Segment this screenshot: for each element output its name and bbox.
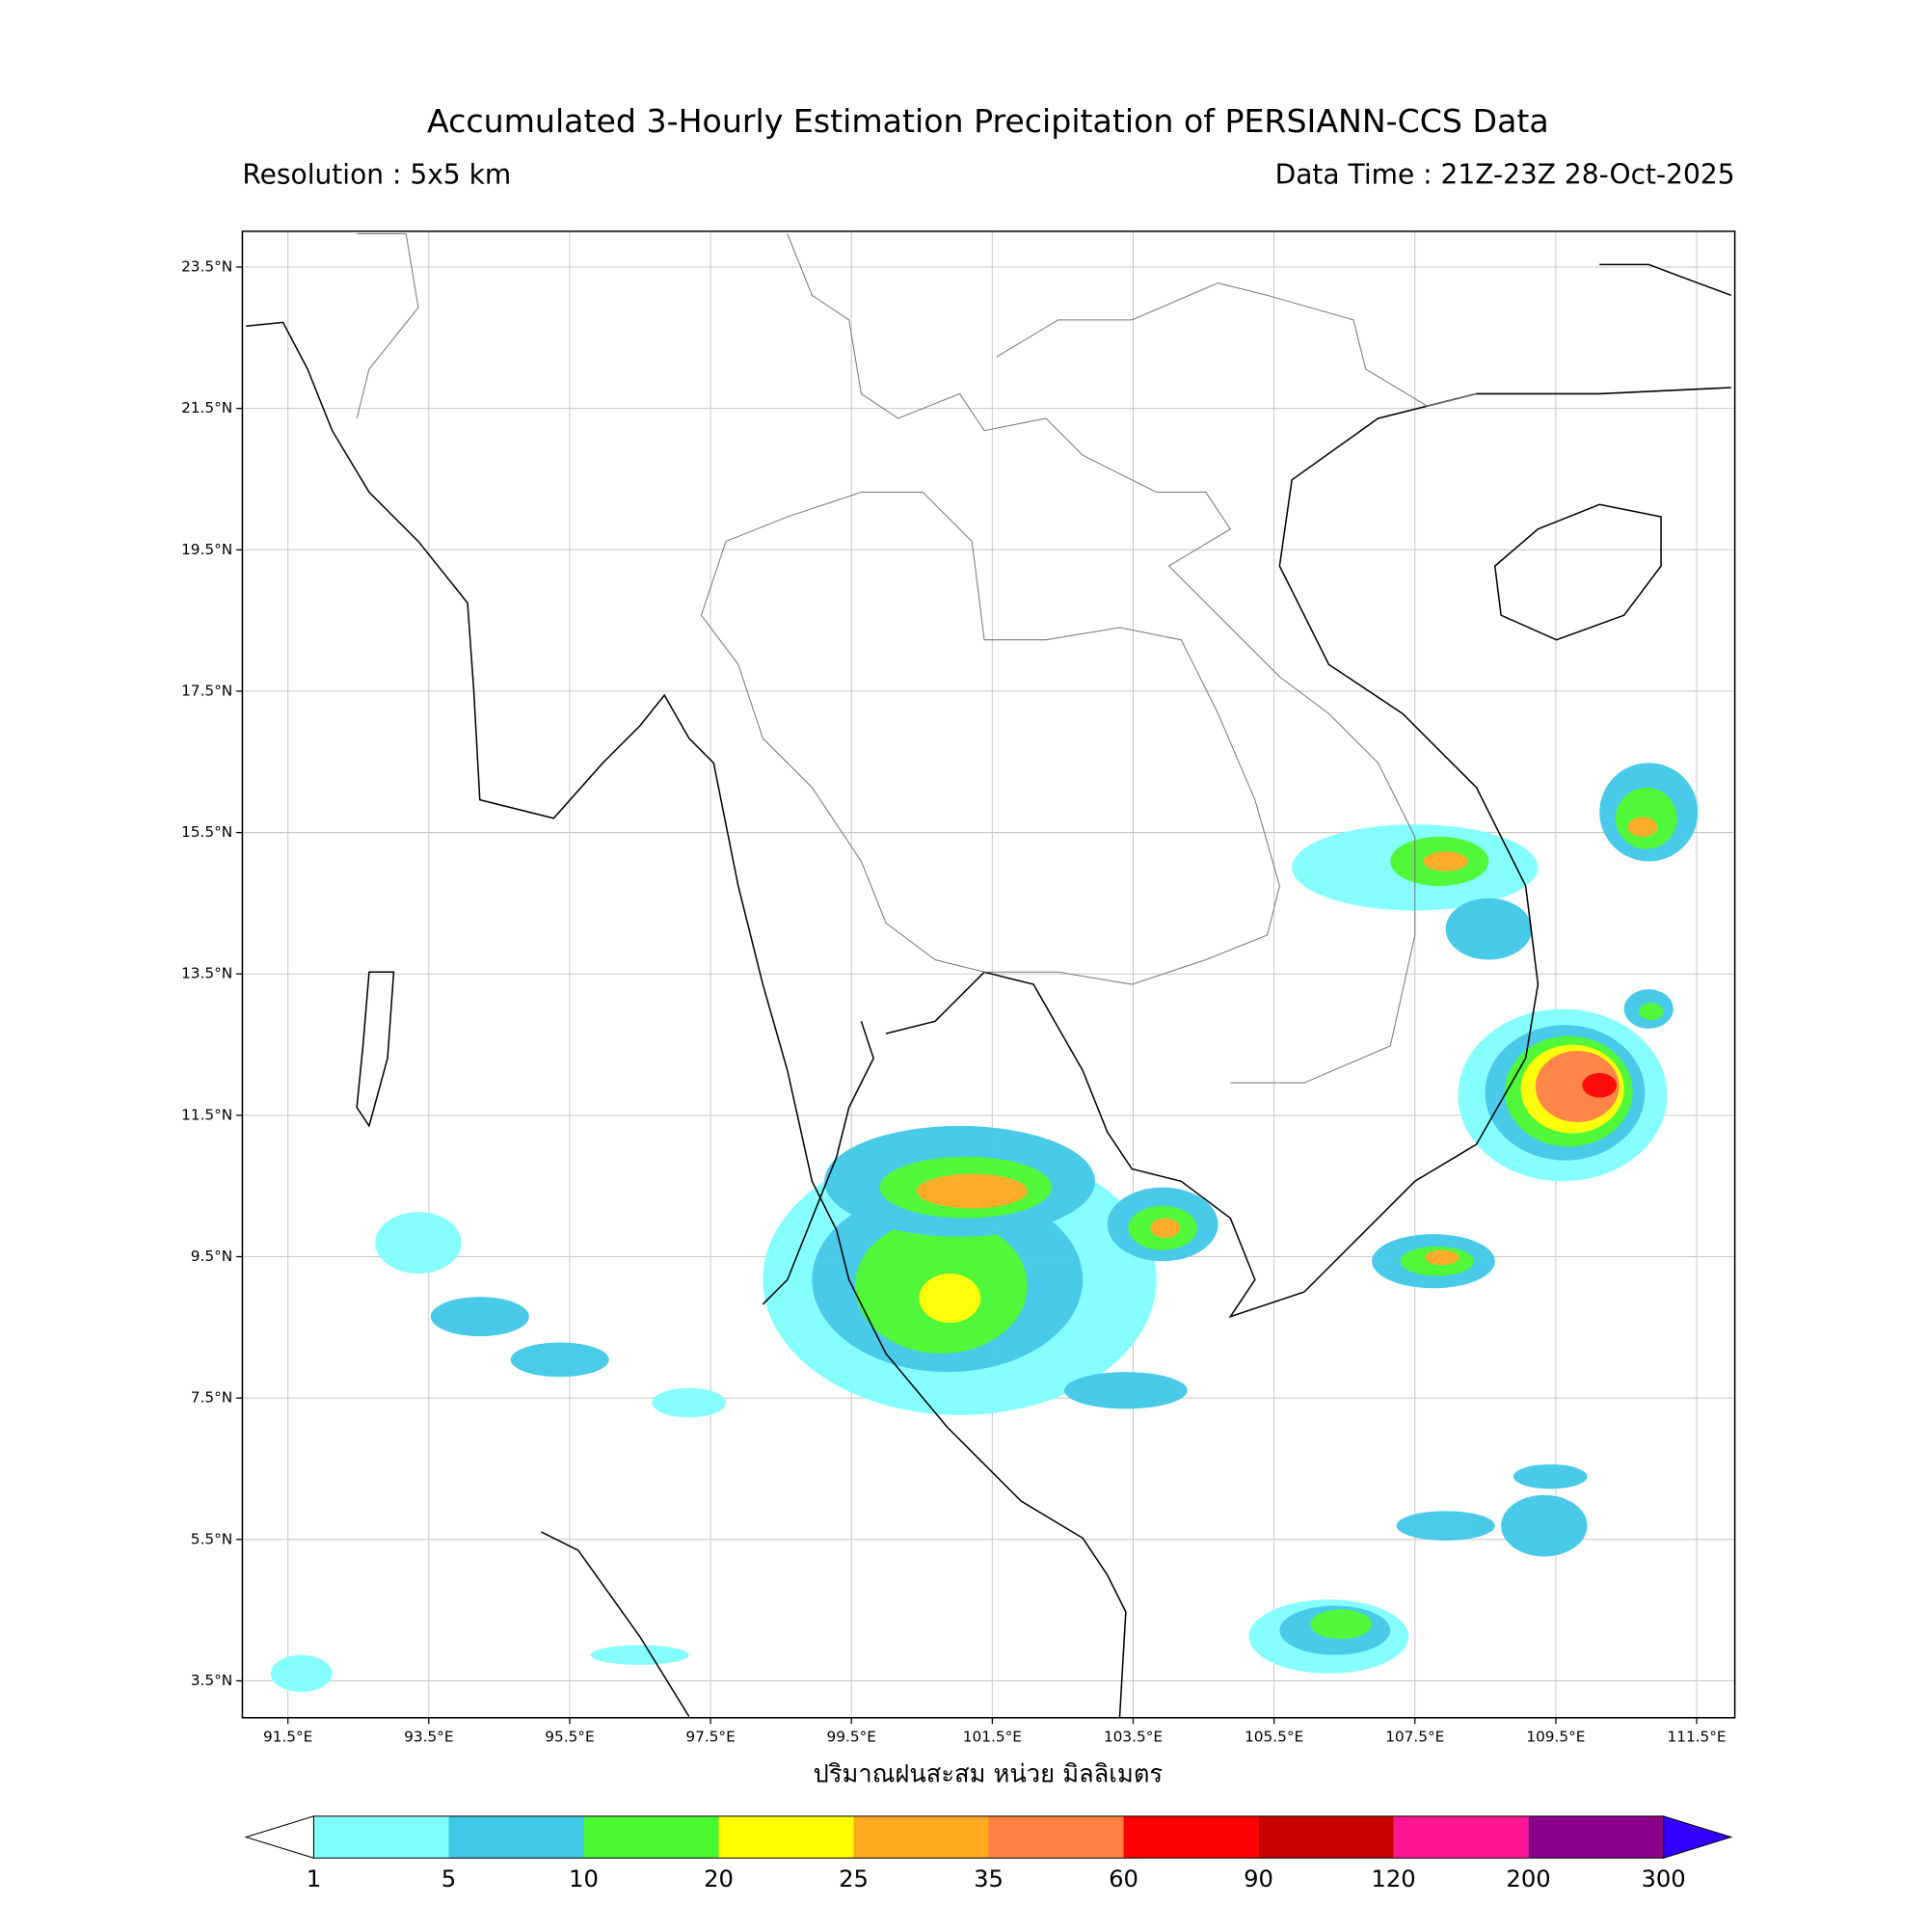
colorbar-label: 20 — [704, 1865, 734, 1892]
x-tick-label: 95.5°E — [545, 1729, 594, 1746]
colorbar-label: 1 — [307, 1865, 321, 1892]
x-tick-label: 93.5°E — [404, 1729, 453, 1746]
colorbar-frame — [312, 1815, 1665, 1859]
y-tick-label: 17.5°N — [181, 682, 232, 699]
colorbar-label: 200 — [1506, 1865, 1550, 1892]
x-tick-label: 97.5°E — [685, 1729, 735, 1746]
y-tick-label: 11.5°N — [181, 1106, 232, 1123]
colorbar-segment — [1123, 1815, 1259, 1859]
colorbar-label: 35 — [974, 1865, 1004, 1892]
x-tick-label: 101.5°E — [963, 1729, 1022, 1746]
x-tick-label: 103.5°E — [1104, 1729, 1163, 1746]
colorbar-under — [244, 1815, 314, 1859]
resolution: Resolution : 5x5 km — [242, 159, 511, 191]
colorbar-segment — [988, 1815, 1124, 1859]
colorbar: 1 5 10 20 25 35 60 90 120 200 300 — [244, 1815, 1733, 1892]
x-tick-label: 109.5°E — [1526, 1729, 1585, 1746]
x-tick-label: 99.5°E — [827, 1729, 876, 1746]
x-tick-label: 107.5°E — [1385, 1729, 1444, 1746]
graticule: 91.5°E 93.5°E 95.5°E 97.5°E 99.5°E 101.5°E 103… — [181, 230, 1735, 1746]
colorbar-label: 10 — [569, 1865, 599, 1892]
y-tick-label: 9.5°N — [191, 1248, 232, 1265]
colorbar-segment — [1528, 1815, 1664, 1859]
data-time: Data Time : 21Z-23Z 28-Oct-2025 — [1275, 159, 1735, 191]
colorbar-segment — [583, 1815, 719, 1859]
colorbar-label: 90 — [1244, 1865, 1273, 1892]
colorbar-label: 5 — [442, 1865, 456, 1892]
y-tick-label: 13.5°N — [181, 965, 232, 982]
colorbar-label: 25 — [839, 1865, 869, 1892]
axis-caption: ปริมาณฝนสะสม หน่วย มิลลิเมตร — [814, 1760, 1163, 1789]
map-frame — [241, 230, 1736, 1719]
precipitation — [270, 763, 1699, 1692]
colorbar-segment — [313, 1815, 449, 1859]
colorbar-over — [1663, 1815, 1733, 1859]
x-tick-label: 111.5°E — [1667, 1729, 1726, 1746]
y-tick-label: 3.5°N — [191, 1672, 232, 1689]
colorbar-segment — [448, 1815, 584, 1859]
colorbar-segment — [718, 1815, 854, 1859]
x-tick-label: 91.5°E — [263, 1729, 312, 1746]
y-tick-label: 19.5°N — [181, 541, 232, 558]
borders — [356, 232, 1477, 1084]
y-tick-label: 7.5°N — [191, 1389, 232, 1407]
y-tick-label: 5.5°N — [191, 1530, 232, 1547]
coastlines — [246, 263, 1732, 1718]
colorbar-label: 120 — [1371, 1865, 1415, 1892]
y-tick-label: 21.5°N — [181, 399, 232, 416]
colorbar-label: 300 — [1641, 1865, 1685, 1892]
colorbar-label: 60 — [1109, 1865, 1138, 1892]
y-tick-label: 15.5°N — [181, 823, 232, 841]
y-tick-label: 23.5°N — [181, 257, 232, 275]
colorbar-segment — [853, 1815, 989, 1859]
colorbar-segment — [1393, 1815, 1529, 1859]
x-tick-label: 105.5°E — [1245, 1729, 1303, 1746]
title: Accumulated 3-Hourly Estimation Precipit… — [427, 102, 1549, 140]
colorbar-segment — [1258, 1815, 1394, 1859]
